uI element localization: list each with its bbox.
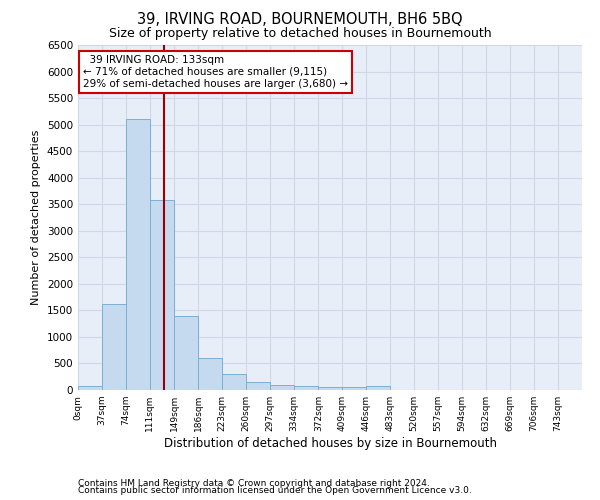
Bar (198, 358, 222, 390)
Bar (126, 120, 150, 390)
Bar (222, 374, 246, 390)
Bar (78, 386, 102, 390)
Bar (342, 388, 366, 390)
Bar (174, 316, 198, 390)
Text: Contains HM Land Registry data © Crown copyright and database right 2024.: Contains HM Land Registry data © Crown c… (78, 478, 430, 488)
Y-axis label: Number of detached properties: Number of detached properties (31, 130, 41, 305)
Bar (102, 304, 126, 390)
Bar (366, 386, 390, 390)
Text: 39 IRVING ROAD: 133sqm
← 71% of detached houses are smaller (9,115)
29% of semi-: 39 IRVING ROAD: 133sqm ← 71% of detached… (83, 56, 348, 88)
Bar (294, 386, 319, 390)
Bar (246, 382, 270, 390)
Text: 39, IRVING ROAD, BOURNEMOUTH, BH6 5BQ: 39, IRVING ROAD, BOURNEMOUTH, BH6 5BQ (137, 12, 463, 28)
Text: Size of property relative to detached houses in Bournemouth: Size of property relative to detached ho… (109, 28, 491, 40)
Text: Contains public sector information licensed under the Open Government Licence v3: Contains public sector information licen… (78, 486, 472, 495)
Bar (270, 384, 294, 390)
Bar (319, 387, 342, 390)
X-axis label: Distribution of detached houses by size in Bournemouth: Distribution of detached houses by size … (163, 437, 497, 450)
Bar (150, 200, 174, 390)
